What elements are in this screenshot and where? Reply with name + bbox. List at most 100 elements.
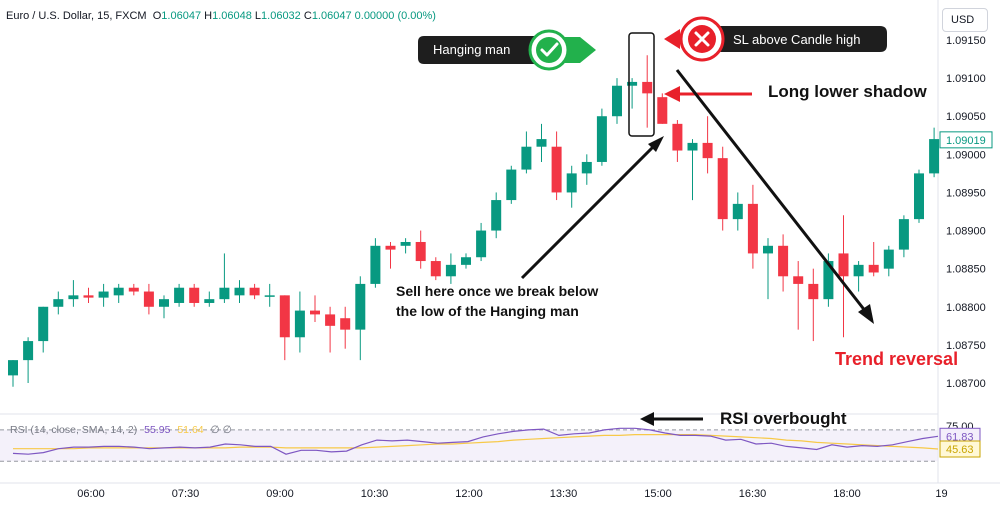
candle-body: [370, 245, 381, 284]
candle-body: [717, 158, 728, 220]
candle-body: [491, 200, 502, 231]
price-tick-label: 1.08850: [946, 264, 986, 276]
candle-body: [627, 81, 638, 86]
axes-layer: 1.09150 1.09100 1.09050 1.09000 1.08950 1.089…: [77, 35, 993, 500]
candle-body: [898, 219, 909, 250]
rsi-lines-layer: [12, 427, 939, 455]
low-label: L: [254, 10, 262, 22]
candle-body: [823, 261, 834, 300]
candle-body: [868, 264, 879, 273]
rsi-legend-value: 55.95: [144, 424, 170, 436]
candle-body: [732, 203, 743, 220]
open-label: O: [152, 10, 162, 22]
candle-body: [204, 299, 215, 303]
candle-body: [38, 306, 49, 342]
rsi-value-label: 61.83: [946, 431, 974, 443]
candle-body: [793, 276, 804, 284]
candle-body: [445, 264, 456, 277]
candle-body: [234, 287, 245, 296]
rsi-arrow-head: [640, 412, 654, 426]
candle-body: [702, 142, 713, 159]
candle-body: [128, 287, 139, 292]
candle-body: [612, 85, 622, 117]
time-tick-label: 16:30: [739, 488, 767, 500]
rsi-overbought-band: [0, 429, 938, 462]
rsi-legend-label: RSI (14, close, SMA, 14, 2): [10, 424, 137, 436]
candle-body: [264, 295, 275, 297]
sl-pointer: [664, 29, 680, 49]
rsi-overbought-text: RSI overbought: [720, 409, 847, 428]
time-tick-label: 09:00: [266, 488, 294, 500]
currency-button[interactable]: USD: [942, 8, 988, 32]
candle-body: [415, 241, 426, 262]
candle-body: [929, 139, 940, 174]
candle-body: [581, 161, 592, 174]
price-tick-label: 1.09000: [946, 149, 986, 161]
time-tick-label: 12:00: [455, 488, 483, 500]
candle-body: [325, 314, 336, 326]
price-tick-label: 1.08700: [946, 378, 986, 390]
candle-body: [853, 264, 864, 277]
hanging-man-label-bg: [418, 36, 545, 64]
time-tick-label: 06:00: [77, 488, 105, 500]
candle-body: [219, 287, 230, 300]
hanging-man-box: [628, 32, 655, 137]
candle-body: [83, 295, 94, 298]
candle-body: [476, 230, 487, 258]
candle-body: [536, 139, 547, 147]
candle-body: [355, 283, 366, 330]
candle-body: [159, 299, 169, 307]
candle-body: [883, 249, 894, 269]
candle-body: [672, 123, 683, 151]
candle-body: [838, 253, 849, 277]
candle-body: [461, 257, 471, 265]
candle-body: [430, 261, 441, 277]
trend-arrow-head: [858, 304, 874, 324]
high-label: H: [204, 10, 213, 22]
long-lower-shadow-text: Long lower shadow: [768, 82, 927, 101]
candle-body: [310, 310, 320, 315]
high-value: 1.06048: [212, 10, 252, 22]
last-price-label: 1.09019: [946, 135, 986, 147]
candle-body: [98, 291, 109, 298]
lower-shadow-arrow-head: [664, 86, 680, 102]
candle-body: [68, 295, 79, 300]
candle-body: [747, 203, 758, 254]
change-value: 0.00000 (0.00%): [354, 10, 436, 22]
symbol-label: Euro / U.S. Dollar, 15, FXCM: [6, 10, 147, 22]
check-icon-mark: [540, 42, 559, 57]
cross-icon-mark: [694, 31, 710, 47]
sell-text-line1: Sell here once we break below: [396, 283, 598, 299]
candle-body: [642, 81, 653, 94]
candle-body: [778, 245, 789, 277]
rsi-legend-sma: 51.64: [177, 424, 203, 436]
candle-body: [763, 245, 773, 254]
rsi-value-tag: [939, 440, 981, 458]
price-tick-label: 1.09150: [946, 35, 986, 47]
close-label: C: [303, 10, 312, 22]
sell-arrow-head: [648, 136, 664, 152]
rsi-value-label: 45.63: [946, 444, 974, 456]
time-tick-label: 07:30: [172, 488, 200, 500]
candle-body: [400, 241, 411, 246]
price-tick-label: 1.08900: [946, 226, 986, 238]
candle-body: [294, 310, 305, 338]
price-tick-label: 1.08750: [946, 340, 986, 352]
price-tick-label: 1.09050: [946, 111, 986, 123]
rsi-line: [12, 427, 939, 455]
sell-arrow-line: [520, 141, 659, 280]
time-tick-label: 19: [935, 488, 947, 500]
price-tick-label: 1.08950: [946, 187, 986, 199]
candle-body: [189, 287, 200, 303]
rsi-legend-flags: ∅ ∅: [211, 424, 232, 436]
candle-body: [385, 245, 396, 250]
candle-body: [113, 287, 124, 296]
chart-header: Euro / U.S. Dollar, 15, FXCM O1.06047 H1…: [6, 10, 436, 22]
check-icon-fill: [536, 37, 562, 63]
candle-body: [174, 287, 185, 303]
candle-body: [566, 173, 577, 193]
sl-callout: SL above Candle high: [664, 16, 887, 62]
candle-body: [279, 295, 290, 338]
time-tick-label: 10:30: [361, 488, 389, 500]
